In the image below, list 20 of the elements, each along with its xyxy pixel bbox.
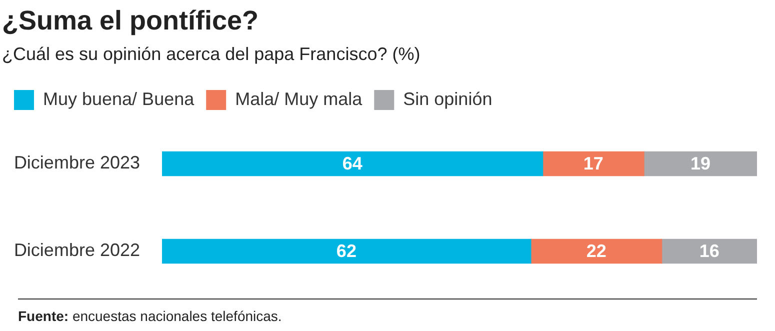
data-label: 19 (690, 154, 710, 174)
legend-label: Mala/ Muy mala (235, 88, 364, 109)
bar (644, 151, 757, 176)
chart-subtitle: ¿Cuál es su opinión acerca del papa Francisco? (%) (2, 44, 420, 64)
data-label: 17 (583, 154, 604, 174)
bar (530, 238, 662, 264)
bar (162, 238, 532, 264)
bar (661, 238, 757, 264)
chart-title: ¿Suma el pontífice? (2, 6, 259, 36)
y-tick-label: Diciembre 2022 (14, 240, 140, 260)
data-label: 62 (336, 241, 356, 262)
legend-label: Muy buena/ Buena (43, 88, 196, 109)
legend-label: Sin opinión (403, 88, 492, 109)
y-tick-label: Diciembre 2023 (14, 152, 140, 173)
data-label: 16 (699, 241, 720, 262)
data-label: 22 (586, 241, 606, 262)
bar (162, 151, 544, 176)
bar (542, 151, 644, 176)
data-label: 64 (342, 154, 362, 174)
source-note: Fuente: encuestas nacionales telefónicas. (18, 308, 282, 324)
